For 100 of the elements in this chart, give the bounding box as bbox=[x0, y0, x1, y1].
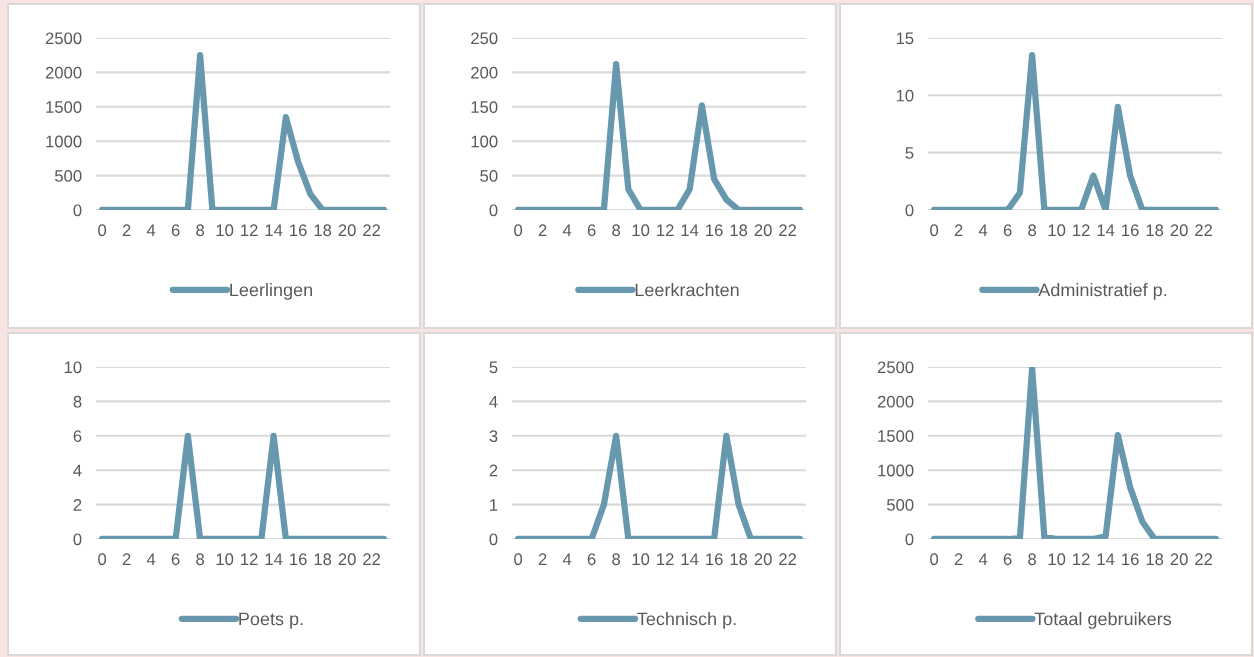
x-tick-label: 12 bbox=[241, 553, 258, 565]
x-tick-label: 22 bbox=[1195, 224, 1213, 236]
x-tick-label: 10 bbox=[216, 553, 234, 566]
x-tick-label: 10 bbox=[1048, 224, 1066, 237]
x-tick-label: 12 bbox=[1073, 224, 1090, 236]
x-tick-label: 22 bbox=[779, 224, 797, 236]
y-tick-label: 2 bbox=[489, 464, 498, 477]
x-tick-label: 16 bbox=[1122, 224, 1139, 237]
x-tick-label: 12 bbox=[657, 224, 674, 236]
x-tick-label: 18 bbox=[314, 553, 332, 566]
y-tick-label: 0 bbox=[73, 533, 82, 546]
x-tick-label: 20 bbox=[338, 224, 356, 237]
y-tick-label: 3 bbox=[489, 430, 498, 442]
x-tick-label: 18 bbox=[730, 553, 748, 566]
x-tick-label: 16 bbox=[706, 553, 723, 566]
x-tick-label: 8 bbox=[1028, 224, 1037, 237]
x-tick-label: 8 bbox=[196, 224, 205, 237]
x-tick-label: 22 bbox=[363, 553, 381, 565]
y-tick-label: 500 bbox=[886, 499, 914, 511]
x-tick-label: 16 bbox=[290, 224, 307, 237]
y-tick-label: 150 bbox=[471, 101, 498, 113]
y-tick-label: 10 bbox=[64, 361, 82, 374]
y-tick-label: 15 bbox=[896, 32, 914, 45]
x-tick-label: 0 bbox=[514, 224, 523, 237]
y-tick-label: 1000 bbox=[46, 135, 82, 148]
y-tick-label: 8 bbox=[73, 395, 82, 408]
x-tick-label: 2 bbox=[122, 224, 131, 236]
x-tick-label: 2 bbox=[122, 553, 131, 565]
y-tick-label: 0 bbox=[73, 204, 82, 217]
x-tick-label: 10 bbox=[632, 224, 650, 237]
y-tick-label: 1000 bbox=[878, 464, 914, 477]
x-tick-label: 12 bbox=[241, 224, 258, 236]
x-tick-label: 6 bbox=[587, 553, 596, 566]
x-tick-label: 20 bbox=[754, 553, 772, 566]
x-tick-label: 12 bbox=[1073, 553, 1090, 565]
y-tick-label: 6 bbox=[73, 430, 82, 442]
x-tick-label: 4 bbox=[978, 553, 988, 565]
y-tick-label: 1500 bbox=[878, 430, 914, 442]
x-tick-label: 14 bbox=[265, 553, 283, 565]
x-tick-label: 2 bbox=[954, 553, 963, 565]
x-tick-label: 14 bbox=[681, 553, 699, 565]
x-tick-label: 8 bbox=[612, 553, 621, 566]
x-tick-label: 18 bbox=[314, 224, 332, 237]
x-tick-label: 8 bbox=[1028, 553, 1037, 566]
x-tick-label: 4 bbox=[978, 224, 988, 236]
y-tick-label: 50 bbox=[480, 170, 498, 182]
x-tick-label: 14 bbox=[1097, 224, 1115, 236]
y-tick-label: 250 bbox=[471, 32, 498, 45]
y-tick-label: 0 bbox=[905, 533, 914, 546]
x-tick-label: 10 bbox=[632, 553, 650, 566]
x-tick-label: 18 bbox=[1146, 553, 1164, 566]
x-tick-label: 8 bbox=[196, 553, 205, 566]
y-tick-label: 0 bbox=[905, 204, 914, 217]
y-tick-label: 500 bbox=[54, 170, 82, 182]
y-tick-label: 5 bbox=[905, 147, 914, 159]
y-tick-label: 4 bbox=[489, 395, 498, 408]
x-tick-label: 14 bbox=[1097, 553, 1115, 565]
x-tick-label: 0 bbox=[98, 224, 107, 237]
x-tick-label: 6 bbox=[587, 224, 596, 237]
x-tick-label: 0 bbox=[514, 553, 523, 566]
y-tick-label: 4 bbox=[73, 464, 82, 477]
x-tick-label: 2 bbox=[538, 224, 547, 236]
x-tick-label: 6 bbox=[171, 553, 180, 566]
x-tick-label: 12 bbox=[657, 553, 674, 565]
legend-label: Administratief p. bbox=[1038, 283, 1167, 300]
y-tick-label: 0 bbox=[489, 204, 498, 217]
x-tick-label: 0 bbox=[930, 553, 939, 566]
x-tick-label: 6 bbox=[1003, 553, 1012, 566]
y-tick-label: 10 bbox=[896, 89, 914, 102]
x-tick-label: 16 bbox=[290, 553, 307, 566]
y-tick-label: 2 bbox=[73, 499, 82, 511]
legend-label: Leerkrachten bbox=[635, 283, 739, 297]
x-tick-label: 10 bbox=[216, 224, 234, 237]
x-tick-label: 8 bbox=[612, 224, 621, 237]
y-tick-label: 2000 bbox=[877, 395, 914, 408]
legend-label: Technisch p. bbox=[637, 612, 736, 629]
x-tick-label: 22 bbox=[779, 553, 797, 565]
x-tick-label: 18 bbox=[1146, 224, 1164, 237]
x-tick-label: 20 bbox=[1170, 553, 1188, 566]
x-tick-label: 2 bbox=[954, 224, 963, 236]
x-tick-label: 4 bbox=[562, 224, 572, 236]
y-tick-label: 100 bbox=[471, 135, 498, 148]
y-tick-label: 1500 bbox=[46, 101, 82, 113]
x-tick-label: 22 bbox=[363, 224, 381, 236]
x-tick-label: 20 bbox=[338, 553, 356, 566]
x-tick-label: 4 bbox=[146, 553, 156, 565]
y-tick-label: 2500 bbox=[45, 32, 82, 45]
x-tick-label: 20 bbox=[754, 224, 772, 237]
x-tick-label: 14 bbox=[681, 224, 699, 236]
x-tick-label: 20 bbox=[1170, 224, 1188, 237]
x-tick-label: 10 bbox=[1048, 553, 1066, 566]
y-tick-label: 2000 bbox=[45, 66, 82, 79]
legend-label: Poets p. bbox=[239, 612, 303, 629]
x-tick-label: 16 bbox=[706, 224, 723, 237]
legend-label: Leerlingen bbox=[230, 283, 312, 300]
x-tick-label: 16 bbox=[1122, 553, 1139, 566]
y-tick-label: 0 bbox=[489, 533, 498, 546]
y-tick-label: 2500 bbox=[877, 361, 914, 374]
y-tick-label: 5 bbox=[489, 361, 498, 374]
x-tick-label: 18 bbox=[730, 224, 748, 237]
